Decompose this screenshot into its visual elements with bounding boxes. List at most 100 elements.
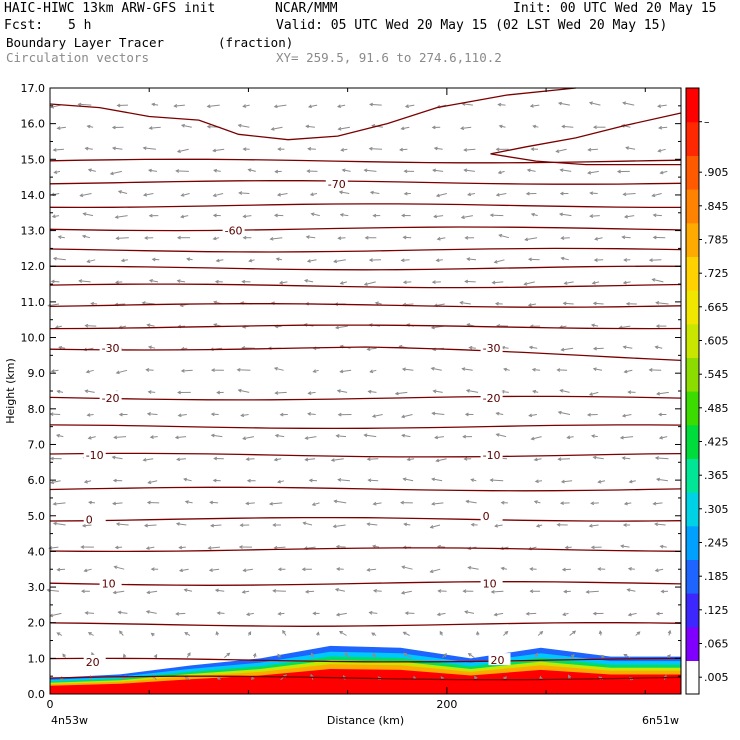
circulation-vector-head — [84, 389, 89, 394]
circulation-vector — [210, 501, 219, 504]
circulation-vector-head — [566, 435, 571, 440]
circulation-vector-head — [429, 569, 434, 574]
circulation-vector-head — [208, 568, 213, 572]
circulation-vector — [243, 436, 254, 440]
circulation-vector-head — [212, 478, 217, 483]
circulation-vector-head — [590, 545, 595, 550]
circulation-vector-head — [368, 610, 373, 615]
circulation-vector-head — [246, 612, 250, 617]
circulation-vector — [118, 190, 128, 194]
circulation-vector-head — [497, 170, 502, 175]
circulation-vector — [531, 436, 542, 440]
circulation-vector — [78, 103, 92, 106]
circulation-vector-head — [534, 652, 538, 657]
circulation-vector-head — [87, 632, 92, 636]
circulation-vector — [50, 612, 62, 617]
circulation-vector-head — [146, 500, 151, 505]
circulation-vector-head — [241, 590, 246, 594]
circulation-vector-head — [177, 413, 182, 418]
circulation-vector-head — [460, 215, 465, 220]
circulation-vector — [629, 480, 636, 483]
circulation-vector-head — [529, 589, 534, 594]
circulation-vector — [495, 524, 503, 527]
circulation-vector — [185, 501, 193, 504]
circulation-vector-head — [489, 213, 494, 218]
circulation-vector — [499, 234, 510, 239]
circulation-vector-head — [654, 456, 659, 460]
circulation-vector — [53, 502, 66, 505]
circulation-vector — [177, 148, 189, 153]
contour-label: -10 — [483, 449, 501, 462]
circulation-vector — [50, 480, 61, 484]
circulation-vector-head — [592, 611, 597, 616]
isotherm-line — [49, 675, 682, 681]
circulation-vector — [88, 169, 96, 172]
circulation-vector-head — [178, 545, 183, 550]
circulation-vector-head — [660, 589, 665, 594]
circulation-vector-head — [337, 236, 342, 240]
circulation-vector-head — [467, 566, 472, 570]
circulation-vector-head — [52, 148, 57, 152]
y-tick-label: 5.0 — [28, 510, 46, 523]
colorbar-segment — [686, 593, 699, 628]
circulation-vector-head — [589, 214, 594, 218]
circulation-vector — [146, 611, 157, 614]
circulation-vector — [593, 368, 603, 371]
circulation-vector — [594, 237, 603, 240]
circulation-vector-head — [652, 235, 657, 240]
circulation-vector-head — [142, 457, 147, 462]
circulation-vector-head — [242, 214, 247, 219]
circulation-vector — [623, 193, 636, 195]
circulation-vector — [588, 148, 598, 151]
circulation-vector-head — [659, 170, 664, 175]
circulation-vector-head — [332, 524, 337, 529]
contour-label-bg — [83, 654, 106, 667]
circulation-vector-head — [145, 368, 150, 372]
circulation-vector — [592, 281, 600, 284]
circulation-vector — [213, 148, 225, 152]
circulation-vector — [494, 259, 505, 263]
circulation-vector — [110, 170, 122, 175]
circulation-vector — [53, 148, 64, 151]
contour-label: 10 — [102, 578, 116, 591]
circulation-vector — [57, 126, 66, 129]
contour-label-bg — [99, 341, 122, 354]
circulation-vector — [115, 281, 123, 283]
circulation-vector-head — [80, 545, 85, 549]
circulation-vector-head — [593, 258, 598, 262]
circulation-vector — [213, 323, 221, 327]
circulation-vector-head — [588, 392, 593, 396]
circulation-vector-head — [142, 192, 148, 197]
circulation-vector-head — [62, 653, 66, 658]
circulation-vector-head — [463, 148, 468, 152]
circulation-vector-head — [210, 368, 215, 373]
circulation-vector — [143, 147, 156, 150]
circulation-vector — [655, 457, 669, 460]
circulation-vector — [623, 346, 633, 349]
circulation-vector — [312, 502, 320, 506]
circulation-vector-head — [622, 101, 627, 105]
circulation-vector — [468, 566, 479, 570]
circulation-vector — [558, 102, 570, 106]
circulation-vector — [561, 480, 573, 483]
circulation-vector-head — [590, 434, 595, 439]
circulation-vector-head — [277, 567, 282, 572]
circulation-vector — [87, 259, 96, 263]
circulation-vector-head — [592, 367, 597, 371]
circulation-vector-head — [468, 345, 473, 350]
circulation-vector — [51, 280, 60, 283]
circulation-vector-head — [655, 324, 660, 329]
y-tick-label: 14.0 — [21, 189, 46, 202]
circulation-vector-head — [559, 191, 564, 196]
circulation-vector — [622, 457, 631, 460]
circulation-vector-head — [467, 652, 472, 657]
circulation-vector — [559, 213, 572, 217]
circulation-vector — [653, 214, 662, 217]
contour-label-bg — [480, 448, 503, 461]
circulation-vector-head — [400, 414, 406, 419]
colorbar-segment — [686, 626, 699, 661]
circulation-vector — [434, 147, 443, 150]
circulation-vector — [310, 193, 318, 196]
isotherm-line — [49, 622, 682, 627]
circulation-vector-head — [592, 125, 597, 130]
